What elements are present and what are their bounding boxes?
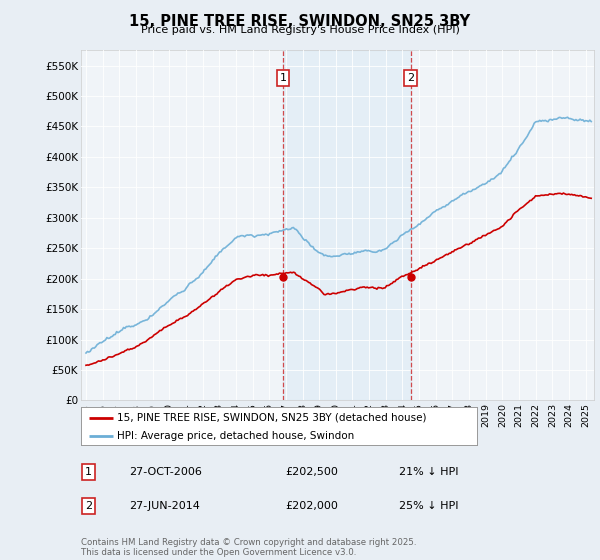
Text: 2: 2 <box>407 73 414 83</box>
Bar <box>283 50 410 400</box>
Text: 21% ↓ HPI: 21% ↓ HPI <box>399 467 458 477</box>
Text: £202,000: £202,000 <box>285 501 338 511</box>
Text: 15, PINE TREE RISE, SWINDON, SN25 3BY (detached house): 15, PINE TREE RISE, SWINDON, SN25 3BY (d… <box>116 413 426 423</box>
Text: Price paid vs. HM Land Registry's House Price Index (HPI): Price paid vs. HM Land Registry's House … <box>140 25 460 35</box>
Text: 1: 1 <box>280 73 286 83</box>
Text: Contains HM Land Registry data © Crown copyright and database right 2025.
This d: Contains HM Land Registry data © Crown c… <box>81 538 416 557</box>
Text: 1: 1 <box>85 467 92 477</box>
Text: 27-JUN-2014: 27-JUN-2014 <box>129 501 200 511</box>
Text: £202,500: £202,500 <box>285 467 338 477</box>
Text: 25% ↓ HPI: 25% ↓ HPI <box>399 501 458 511</box>
Text: 15, PINE TREE RISE, SWINDON, SN25 3BY: 15, PINE TREE RISE, SWINDON, SN25 3BY <box>130 14 470 29</box>
Text: 27-OCT-2006: 27-OCT-2006 <box>129 467 202 477</box>
Text: HPI: Average price, detached house, Swindon: HPI: Average price, detached house, Swin… <box>116 431 354 441</box>
Text: 2: 2 <box>85 501 92 511</box>
